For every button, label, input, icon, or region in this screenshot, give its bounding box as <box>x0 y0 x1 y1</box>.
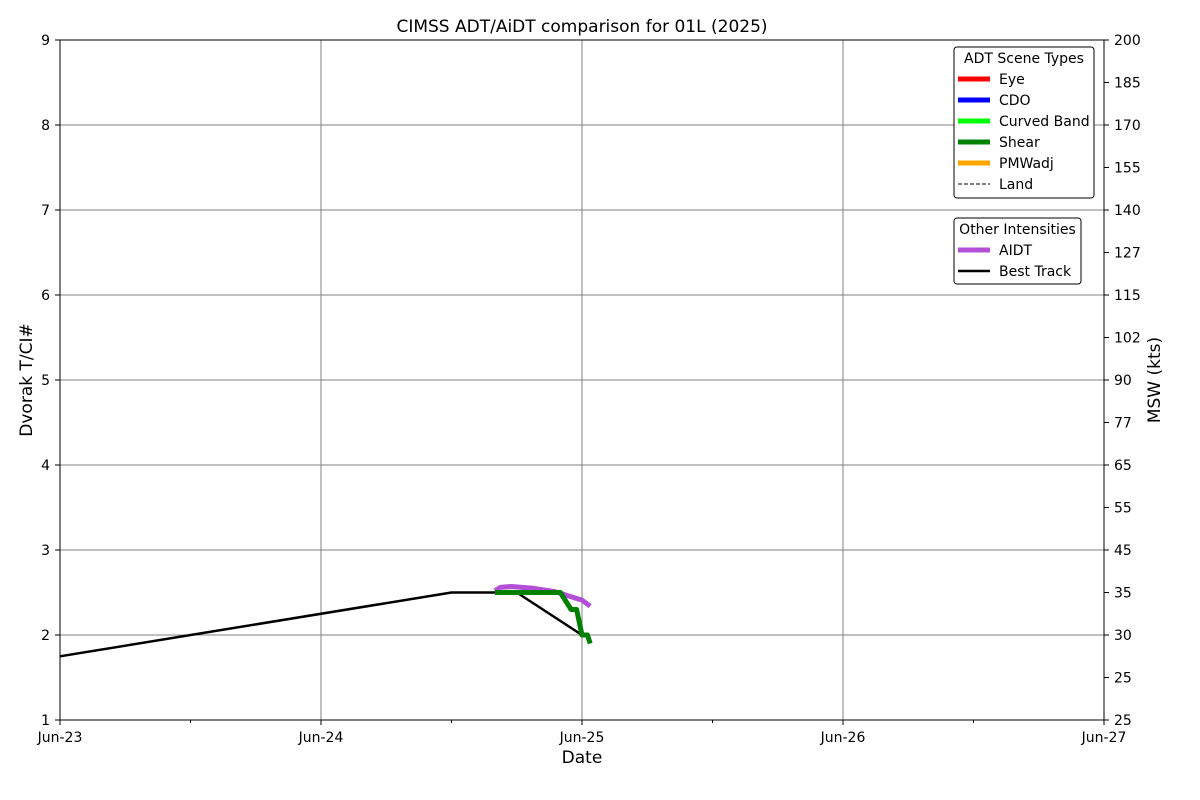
y-right-tick-label: 90 <box>1114 373 1132 389</box>
legend-label: Land <box>999 177 1033 193</box>
series-line-best-track <box>59 591 583 658</box>
y-axis-label: Dvorak T/CI# <box>17 323 37 436</box>
y-right-tick-label: 65 <box>1114 458 1132 474</box>
plot-data <box>59 584 593 658</box>
y-right-tick-label: 45 <box>1114 543 1132 559</box>
y-right-tick-label: 102 <box>1114 331 1141 347</box>
legends: ADT Scene Types Eye CDO Curved Band Shear PMW… <box>953 46 1095 285</box>
legend-box <box>953 217 1082 285</box>
y-tick-label: 9 <box>41 33 50 49</box>
y-tick-label: 3 <box>41 543 50 559</box>
y-tick-label: 2 <box>41 628 50 644</box>
y-right-tick-label: 127 <box>1114 246 1141 262</box>
x-tick-label: Jun-25 <box>559 730 605 746</box>
legend-label: PMWadj <box>999 156 1054 172</box>
series-line-shear <box>495 590 593 645</box>
x-tick-label: Jun-26 <box>820 730 866 746</box>
chart-title: CIMSS ADT/AiDT comparison for 01L (2025) <box>396 17 767 37</box>
y-tick-label: 4 <box>41 458 50 474</box>
y-right-tick-label: 25 <box>1114 713 1132 729</box>
grid <box>60 40 1104 720</box>
y-tick-label: 8 <box>41 118 50 134</box>
y-right-tick-label: 77 <box>1114 416 1132 432</box>
y-right-tick-label: 30 <box>1114 628 1132 644</box>
legend-label: AIDT <box>999 243 1032 259</box>
y-right-tick-label: 115 <box>1114 288 1141 304</box>
legend-box <box>953 46 1095 199</box>
legend-label: Curved Band <box>999 114 1090 130</box>
axis-ticks: Jun-23 Jun-24 Jun-25 Jun-26 Jun-271234567892… <box>37 33 1141 746</box>
x-tick-label: Jun-24 <box>298 730 344 746</box>
y-right-tick-label: 170 <box>1114 118 1141 134</box>
legend-label: Eye <box>999 72 1025 88</box>
y-right-tick-label: 25 <box>1114 671 1132 687</box>
legend-other-intensities: Other Intensities AIDT Best Track <box>953 217 1082 285</box>
y-tick-label: 1 <box>41 713 50 729</box>
x-axis-label: Date <box>562 748 603 768</box>
y-right-tick-label: 200 <box>1114 33 1141 49</box>
x-tick-label: Jun-27 <box>1081 730 1127 746</box>
y-right-tick-label: 55 <box>1114 501 1132 517</box>
y-right-tick-label: 185 <box>1114 76 1141 92</box>
y-right-tick-label: 140 <box>1114 203 1141 219</box>
y-tick-label: 6 <box>41 288 50 304</box>
legend-label: Best Track <box>999 264 1072 280</box>
legend-title: Other Intensities <box>959 222 1076 238</box>
legend-title: ADT Scene Types <box>964 51 1084 67</box>
y-right-axis-label: MSW (kts) <box>1145 337 1165 423</box>
y-tick-label: 7 <box>41 203 50 219</box>
y-right-tick-label: 155 <box>1114 161 1141 177</box>
y-tick-label: 5 <box>41 373 50 389</box>
legend-scene-types: ADT Scene Types Eye CDO Curved Band Shear PMW… <box>953 46 1095 199</box>
y-right-tick-label: 35 <box>1114 586 1132 602</box>
legend-label: Shear <box>999 135 1040 151</box>
legend-label: CDO <box>999 93 1031 109</box>
x-tick-label: Jun-23 <box>37 730 83 746</box>
